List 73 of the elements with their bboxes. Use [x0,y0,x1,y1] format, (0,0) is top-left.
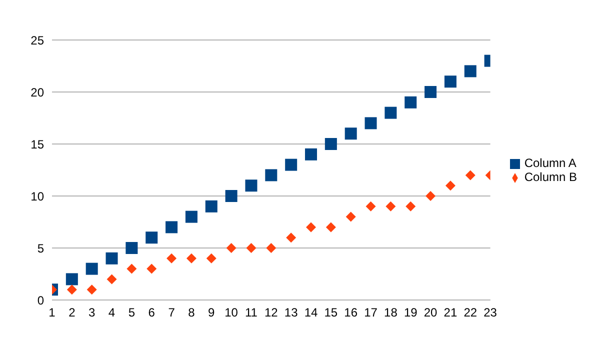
point [464,65,476,78]
y-tick-label: 0 [37,293,44,308]
point [86,262,98,275]
x-tick-label: 18 [384,306,398,320]
point [324,138,337,150]
x-tick-label: 11 [245,306,258,320]
point [326,222,336,232]
point [364,117,377,130]
point [346,212,356,222]
point [146,232,158,244]
point [266,243,276,253]
point [86,284,97,295]
point [245,180,258,192]
x-tick-label: 22 [464,306,478,320]
point [66,284,77,295]
point [465,170,476,180]
y-tick-label: 25 [30,33,44,48]
point [265,169,278,182]
point [344,128,357,140]
point [305,148,318,160]
legend-label: Column B [524,170,577,184]
point [186,253,196,264]
x-tick-label: 20 [424,306,438,320]
x-tick-label: 19 [404,306,418,320]
x-tick-label: 4 [108,306,116,320]
point [106,252,118,264]
point [146,264,157,274]
point [445,180,456,191]
y-tick-label: 5 [37,241,44,256]
x-tick-label: 16 [344,306,358,320]
point [66,273,78,286]
x-tick-label: 12 [264,306,278,320]
x-tick-label: 8 [188,306,196,320]
point [226,243,236,253]
y-tick-label: 15 [30,137,44,152]
x-tick-label: 17 [364,306,378,320]
point [205,200,218,212]
x-tick-label: 6 [148,306,156,320]
x-tick-label: 21 [444,306,458,320]
point [426,191,436,201]
point [404,96,417,108]
x-tick-label: 13 [284,306,298,320]
x-tick-label: 7 [168,306,176,320]
x-tick-label: 14 [304,306,318,320]
x-tick-label: 15 [324,306,338,320]
point [406,201,416,212]
point [424,86,437,98]
y-tick-label: 10 [30,189,44,204]
point [386,201,396,212]
point [286,232,296,243]
point [225,190,238,202]
x-tick-label: 5 [128,306,136,320]
point [126,242,138,254]
x-tick-label: 10 [224,306,238,320]
point [185,210,198,223]
x-tick-label: 1 [48,306,56,320]
point [306,222,316,232]
point [444,76,456,88]
point [206,253,216,264]
x-tick-label: 9 [208,306,216,320]
x-tick-label: 3 [88,306,96,320]
point [366,201,376,212]
point [166,253,177,264]
point [166,221,178,234]
legend-label: Column A [524,156,576,170]
point [285,158,298,171]
y-tick-label: 20 [30,85,44,100]
point [126,264,137,274]
point [384,106,397,119]
point [246,243,256,253]
x-tick-label: 23 [484,306,498,320]
x-tick-label: 2 [68,306,76,320]
point [106,274,117,284]
